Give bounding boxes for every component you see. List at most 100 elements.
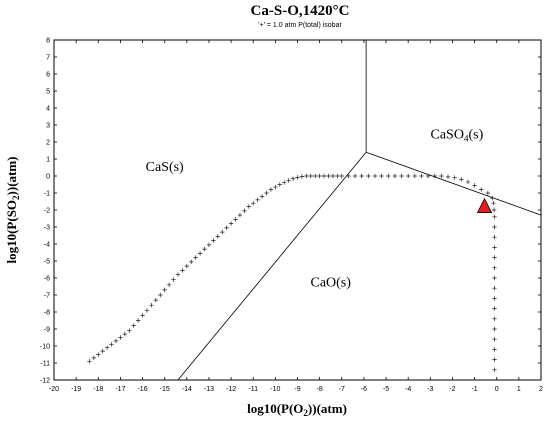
x-tick-label: -13 <box>204 386 214 393</box>
y-tick-label: 3 <box>46 123 50 130</box>
isobar-point <box>140 313 145 318</box>
isobar-point <box>242 208 247 214</box>
y-tick-label: -9 <box>44 327 50 334</box>
isobar-point <box>118 335 123 340</box>
y-tick-label: 4 <box>46 106 50 113</box>
region-labels: CaS(s) CaSO4(s) CaO(s) <box>146 128 484 291</box>
isobar-point <box>153 297 159 303</box>
isobar-point <box>104 345 110 350</box>
x-axis-ticks: -20 -19 -18 -17 -16 -15 -14 -13 -12 -11 -10 -9 -8 -7-… <box>49 40 543 393</box>
phase-boundary-line <box>365 151 542 216</box>
y-axis-ticks: 8 7 6 5 4 3 2 1 0 -1 -2 -3 -4 -5 -6 -7 -8 -9 -10 -11 -12 <box>40 38 541 385</box>
isobar-point <box>419 173 424 179</box>
x-tick-label: 0 <box>495 386 499 393</box>
y-tick-label: -1 <box>44 191 50 198</box>
isobar-point <box>96 352 101 357</box>
isobar-point <box>492 296 497 301</box>
x-tick-label: -2 <box>449 386 455 393</box>
isobar-point <box>308 173 313 179</box>
isobar-point <box>273 184 278 190</box>
isobar-point <box>131 323 136 328</box>
region-label-prefix: CaSO <box>431 128 464 143</box>
isobar-point <box>127 328 132 333</box>
isobar-point <box>445 174 451 180</box>
isobar-point <box>321 173 327 179</box>
x-axis-label: log10(P(O2))(atm) <box>247 401 347 418</box>
isobar-point <box>166 282 172 287</box>
region-label: CaS(s) <box>146 160 184 175</box>
isobar-point <box>189 259 194 265</box>
isobar-point <box>202 246 207 252</box>
isobar-point <box>372 173 378 179</box>
x-tick-label: -10 <box>270 386 280 393</box>
isobar-point <box>465 179 471 185</box>
x-tick-label: -19 <box>71 386 81 393</box>
isobar-point <box>171 277 176 282</box>
y-tick-label: 8 <box>46 38 50 45</box>
isobar-point <box>491 201 496 206</box>
x-tick-label: -14 <box>182 386 192 393</box>
y-axis-label-prefix: log10(P(SO <box>4 200 19 264</box>
isobar-point <box>432 173 437 179</box>
isobar-points <box>87 173 497 372</box>
x-tick-label: -9 <box>294 386 300 393</box>
isobar-point <box>313 173 318 179</box>
isobar-point <box>492 367 497 372</box>
region-label-prefix: CaO(s) <box>310 276 351 291</box>
isobar-point <box>299 174 305 179</box>
isobar-point <box>491 207 497 213</box>
y-tick-label: -6 <box>44 276 50 283</box>
isobar-point <box>246 204 251 209</box>
isobar-point <box>180 268 185 273</box>
isobar-point <box>399 173 404 179</box>
x-tick-label: -18 <box>93 386 103 393</box>
y-axis-label: log10(P(SO2))(atm) <box>4 156 21 263</box>
isobar-point <box>277 182 282 187</box>
x-tick-label: -4 <box>405 386 411 393</box>
isobar-point <box>379 173 384 179</box>
chart-title: Ca-S-O,1420°C <box>251 3 350 19</box>
isobar-point <box>290 176 296 181</box>
x-axis-label-suffix: ))(atm) <box>308 401 347 416</box>
isobar-point <box>122 331 128 337</box>
red-triangle-marker <box>476 197 493 214</box>
y-axis-label-suffix: ))(atm) <box>4 156 19 195</box>
isobar-point <box>352 173 358 179</box>
y-tick-label: -2 <box>44 208 50 215</box>
isobar-point <box>228 221 234 226</box>
y-tick-label: 7 <box>46 55 50 62</box>
isobar-point <box>100 348 105 354</box>
x-tick-label: -3 <box>427 386 433 393</box>
x-tick-label: -5 <box>383 386 389 393</box>
isobar-point <box>175 272 181 277</box>
y-tick-label: -5 <box>44 259 50 266</box>
y-tick-label: 6 <box>46 72 50 79</box>
isobar-point <box>346 173 351 179</box>
isobar-point <box>193 255 198 260</box>
isobar-point <box>492 286 497 291</box>
isobar-point <box>237 212 243 218</box>
isobar-point <box>326 173 331 179</box>
isobar-point <box>259 194 265 199</box>
x-tick-label: 2 <box>539 386 543 393</box>
isobar-point <box>492 235 497 240</box>
x-tick-label: -8 <box>317 386 323 393</box>
y-tick-label: 1 <box>46 157 50 164</box>
isobar-point <box>412 173 418 179</box>
region-label: CaO(s) <box>310 276 351 291</box>
isobar-point <box>251 201 256 206</box>
isobar-point <box>492 326 497 332</box>
y-tick-label: -10 <box>40 344 50 351</box>
isobar-point <box>452 175 457 180</box>
isobar-point <box>492 265 497 270</box>
x-axis-label-prefix: log10(P(O <box>247 401 303 416</box>
isobar-point <box>304 173 309 179</box>
isobar-point <box>149 303 154 308</box>
plot-frame <box>53 39 542 381</box>
isobar-point <box>109 342 114 347</box>
isobar-point <box>359 173 364 179</box>
isobar-point <box>479 187 484 192</box>
isobar-point <box>330 173 336 179</box>
isobar-point <box>405 173 411 179</box>
